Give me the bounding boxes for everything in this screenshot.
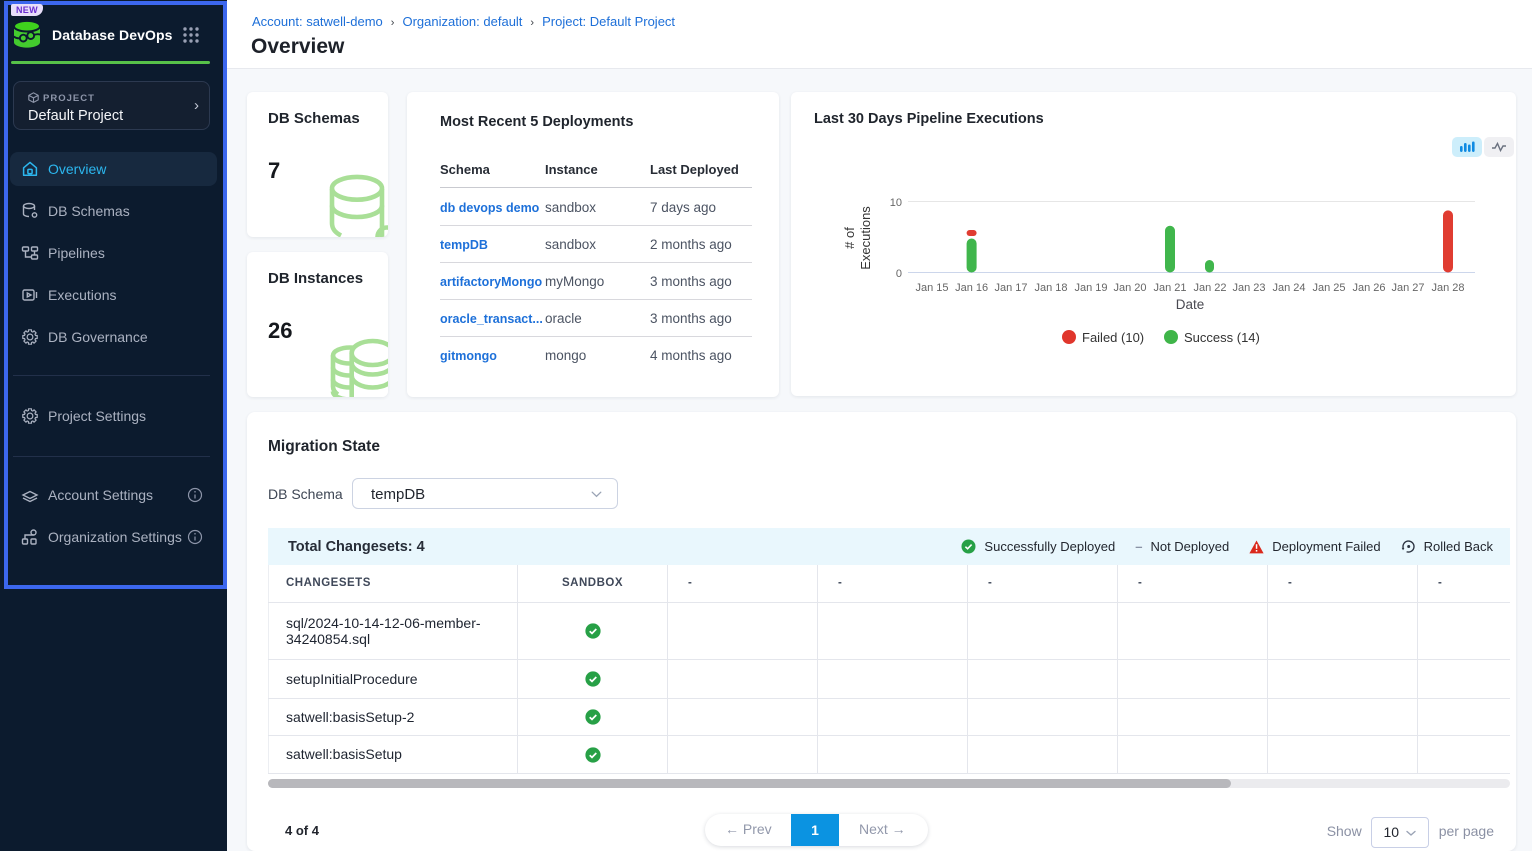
svg-text:Jan 15: Jan 15 — [915, 282, 948, 294]
svg-text:Jan 17: Jan 17 — [994, 282, 1027, 294]
svg-text:Jan 27: Jan 27 — [1391, 282, 1424, 294]
svg-text:Jan 24: Jan 24 — [1272, 282, 1305, 294]
svg-text:0: 0 — [896, 268, 902, 280]
svg-text:Jan 26: Jan 26 — [1352, 282, 1385, 294]
svg-text:Jan 16: Jan 16 — [955, 282, 988, 294]
svg-text:Jan 28: Jan 28 — [1431, 282, 1464, 294]
svg-text:Jan 20: Jan 20 — [1113, 282, 1146, 294]
svg-text:Jan 25: Jan 25 — [1312, 282, 1345, 294]
svg-text:Jan 23: Jan 23 — [1232, 282, 1265, 294]
svg-text:Jan 22: Jan 22 — [1193, 282, 1226, 294]
svg-text:# ofExecutions: # ofExecutions — [842, 206, 873, 270]
svg-text:Date: Date — [1176, 297, 1205, 312]
svg-text:Jan 21: Jan 21 — [1153, 282, 1186, 294]
svg-text:10: 10 — [890, 197, 902, 209]
svg-text:Jan 19: Jan 19 — [1074, 282, 1107, 294]
svg-text:Jan 18: Jan 18 — [1034, 282, 1067, 294]
